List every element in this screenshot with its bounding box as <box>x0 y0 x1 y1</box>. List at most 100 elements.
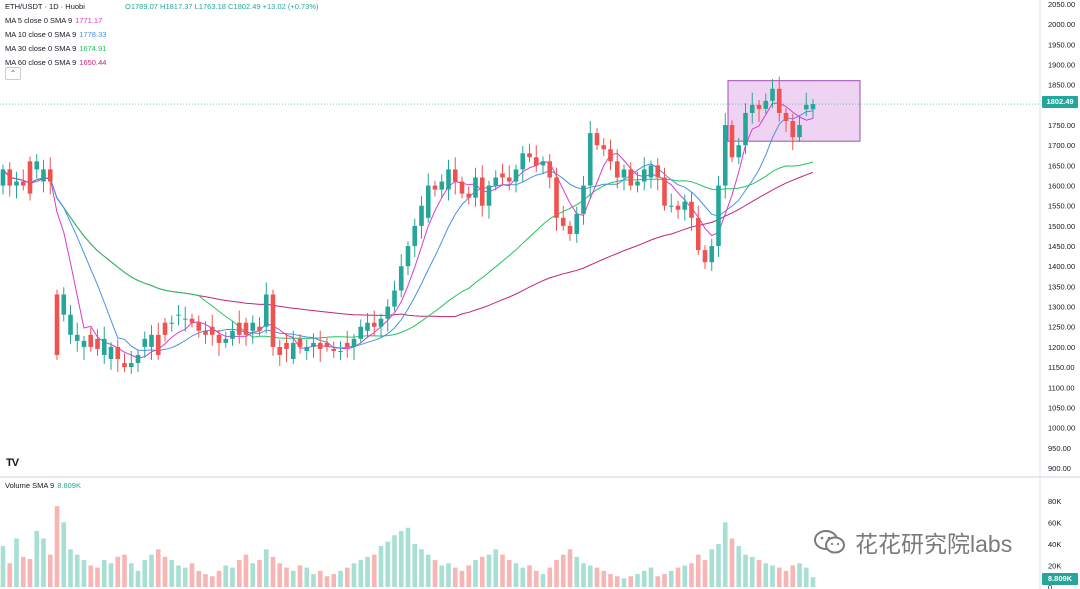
volume-bar <box>803 567 809 587</box>
volume-bar <box>162 556 168 587</box>
volume-bar <box>250 563 256 587</box>
volume-bar <box>513 563 519 587</box>
volume-bar <box>297 565 303 587</box>
candle-body <box>135 354 141 364</box>
price-tick-label: 1500.00 <box>1048 222 1075 231</box>
volume-bar <box>648 567 654 587</box>
volume-bar <box>243 554 249 587</box>
volume-bar <box>621 578 627 587</box>
ma10-legend[interactable]: MA 10 close 0 SMA 9 1778.33 <box>5 28 106 42</box>
volume-bar <box>14 538 19 587</box>
candle-body <box>648 165 654 178</box>
candle-body <box>614 161 620 178</box>
volume-bar <box>338 570 343 587</box>
volume-bar <box>459 570 465 587</box>
price-tick-label: 1450.00 <box>1048 242 1075 251</box>
volume-bar <box>506 560 512 587</box>
volume-bar <box>655 576 661 587</box>
volume-bar <box>290 570 296 587</box>
volume-bar <box>0 546 6 587</box>
volume-bar <box>142 560 148 587</box>
volume-bar <box>358 560 364 587</box>
volume-bar <box>155 549 161 587</box>
volume-bar <box>729 538 735 587</box>
candle-body <box>783 112 789 122</box>
volume-bar <box>466 565 472 587</box>
volume-bar <box>88 565 94 587</box>
volume-bar <box>311 574 316 587</box>
candle-body <box>243 322 249 335</box>
volume-bar <box>439 565 445 587</box>
ma30-line <box>2 161 814 339</box>
symbol-title[interactable]: ETH/USDT · 1D · Huobi <box>5 2 85 11</box>
candle-body <box>338 350 343 352</box>
volume-bar <box>176 565 181 587</box>
candle-body <box>533 157 539 166</box>
candle-body <box>378 318 384 327</box>
volume-bar <box>115 556 121 587</box>
candle-body <box>81 340 87 347</box>
ma5-legend[interactable]: MA 5 close 0 SMA 9 1771.17 <box>5 14 106 28</box>
candle-body <box>675 205 681 210</box>
volume-bar <box>520 567 526 587</box>
volume-bar <box>763 563 769 587</box>
volume-bar <box>7 563 13 587</box>
volume-bar <box>392 535 397 587</box>
volume-bar <box>716 543 721 587</box>
volume-bar <box>378 546 384 587</box>
volume-bar <box>74 554 80 587</box>
volume-bar <box>277 563 283 587</box>
volume-bar <box>560 554 566 587</box>
candle-body <box>628 169 634 186</box>
price-tick-label: 1050.00 <box>1048 403 1075 412</box>
candle-body <box>162 322 168 335</box>
volume-bar <box>527 565 532 587</box>
volume-tick-label: 40K <box>1048 540 1061 549</box>
symbol-title-row[interactable]: ETH/USDT · 1D · Huobi <box>5 0 106 14</box>
candle-body <box>203 330 208 335</box>
candle-body <box>655 165 661 178</box>
candle-body <box>209 326 215 335</box>
volume-bar <box>317 570 323 587</box>
candle-body <box>776 88 782 113</box>
price-tick-label: 1550.00 <box>1048 202 1075 211</box>
candle-body <box>810 104 816 110</box>
volume-bar <box>695 554 701 587</box>
candle-body <box>452 169 458 182</box>
candle-body <box>641 169 647 182</box>
candle-body <box>479 177 485 206</box>
volume-bar <box>284 567 289 587</box>
volume-bar <box>682 565 688 587</box>
candle-body <box>635 181 640 186</box>
tradingview-logo-icon[interactable]: TV <box>6 457 19 469</box>
candle-body <box>34 161 40 170</box>
price-tick-label: 1650.00 <box>1048 161 1075 170</box>
candle-body <box>425 185 431 218</box>
price-tick-label: 2000.00 <box>1048 20 1075 29</box>
candle-body <box>290 342 296 360</box>
candle-body <box>743 112 748 146</box>
watermark: 花花研究院labs <box>813 525 1012 559</box>
ma30-legend[interactable]: MA 30 close 0 SMA 9 1674.91 <box>5 42 106 56</box>
candle-body <box>68 314 73 335</box>
price-tick-label: 1150.00 <box>1048 363 1075 372</box>
volume-bar <box>662 574 667 587</box>
ma10-line <box>2 110 814 352</box>
volume-bar <box>567 549 573 587</box>
candle-body <box>466 193 472 198</box>
volume-bar <box>257 560 262 587</box>
candle-body <box>520 153 526 170</box>
candle-body <box>486 185 492 206</box>
price-tick-label: 1100.00 <box>1048 383 1075 392</box>
collapse-legend-button[interactable]: ⌃ <box>5 67 21 80</box>
volume-bar <box>709 549 715 587</box>
volume-bar <box>41 538 46 587</box>
ma60-legend[interactable]: MA 60 close 0 SMA 9 1650.44 <box>5 56 106 70</box>
volume-legend[interactable]: Volume SMA 9 8.809K <box>5 480 81 492</box>
candle-body <box>270 294 276 347</box>
volume-bar <box>385 541 391 587</box>
ma10-value: 1778.33 <box>79 30 107 39</box>
candle-body <box>601 145 607 150</box>
candle-body <box>392 290 397 307</box>
